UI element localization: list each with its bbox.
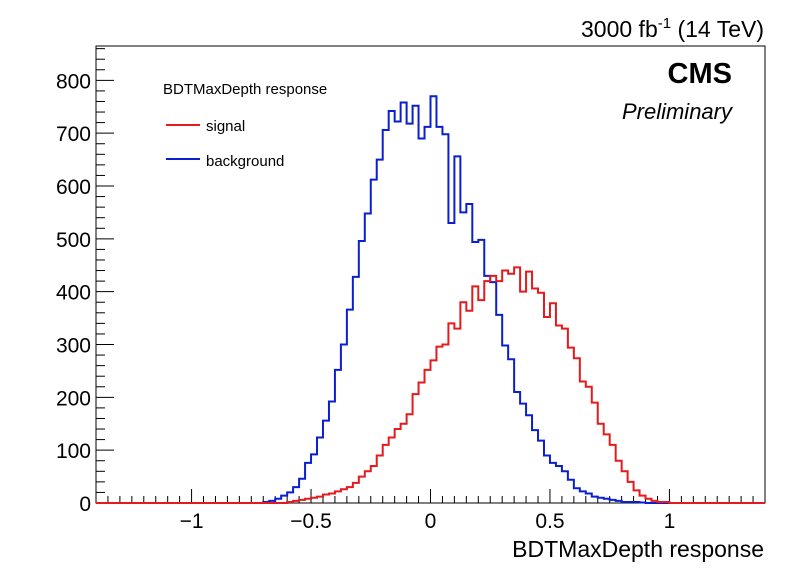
y-tick-label: 100 <box>56 440 91 463</box>
histogram-background <box>96 95 765 504</box>
x-axis: −1 −0.5 0 0.5 1 <box>107 489 754 533</box>
x-tick-label: 0.5 <box>535 510 564 533</box>
y-tick-label: 500 <box>56 229 91 252</box>
histogram-signal <box>96 266 765 504</box>
status-label: Preliminary <box>622 99 734 124</box>
experiment-label: CMS <box>668 58 732 90</box>
lumi-exponent: -1 <box>658 15 671 32</box>
x-tick-label: 1 <box>664 510 676 533</box>
x-tick-label: 0 <box>425 510 437 533</box>
x-axis-title: BDTMaxDepth response <box>512 536 764 562</box>
x-tick-label: −0.5 <box>290 510 331 533</box>
legend-background-label: background <box>206 153 284 170</box>
y-tick-label: 200 <box>56 387 91 410</box>
series-layer <box>96 95 765 504</box>
y-axis: 0 100 200 300 400 500 600 700 800 <box>56 48 114 516</box>
y-tick-label: 800 <box>56 70 91 93</box>
x-tick-label: −1 <box>180 510 204 533</box>
lumi-value: 3000 fb <box>581 16 658 42</box>
lumi-energy: (14 TeV) <box>671 16 764 42</box>
y-tick-label: 0 <box>79 493 91 516</box>
y-tick-label: 600 <box>56 176 91 199</box>
legend-title: BDTMaxDepth response <box>163 81 327 98</box>
lumi-label: 3000 fb-1 (14 TeV) <box>581 15 764 42</box>
legend-signal-label: signal <box>206 118 245 135</box>
y-tick-label: 400 <box>56 282 91 305</box>
y-tick-label: 300 <box>56 335 91 358</box>
legend: BDTMaxDepth response signal background <box>163 81 327 170</box>
y-tick-label: 700 <box>56 123 91 146</box>
